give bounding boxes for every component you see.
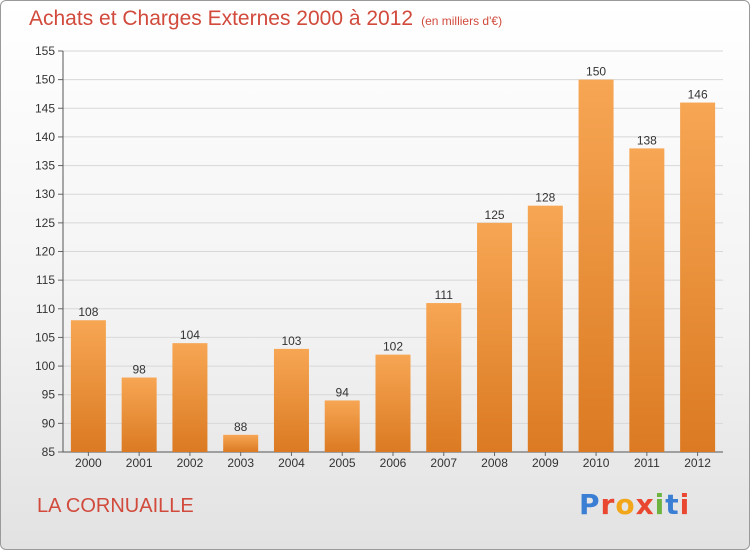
bar-2004 — [273, 348, 309, 452]
y-tick-label: 130 — [35, 187, 55, 201]
bar-2011 — [629, 148, 665, 452]
x-tick-label-2007: 2007 — [430, 456, 457, 470]
data-label-2009: 128 — [535, 191, 555, 205]
bar-2005 — [324, 400, 360, 452]
y-tick-label: 95 — [42, 388, 56, 402]
data-label-2001: 98 — [132, 363, 146, 377]
chart-subtitle: (en milliers d'€) — [421, 14, 503, 28]
x-tick-label-2011: 2011 — [634, 456, 660, 470]
logo-letter: x — [635, 488, 655, 521]
bar-2010 — [578, 79, 614, 453]
x-tick-label-2003: 2003 — [227, 456, 254, 470]
data-label-2005: 94 — [336, 385, 350, 399]
chart-title: Achats et Charges Externes 2000 à 2012 (e… — [29, 7, 502, 31]
bar-2006 — [375, 354, 411, 452]
data-label-2006: 102 — [383, 340, 403, 354]
bar-2007 — [426, 303, 462, 452]
y-tick-label: 135 — [35, 159, 55, 173]
x-tick-label-2000: 2000 — [75, 456, 102, 470]
x-tick-label-2008: 2008 — [481, 456, 508, 470]
proxiti-logo: Proxiti — [579, 488, 690, 521]
x-tick-label-2006: 2006 — [380, 456, 407, 470]
y-tick-label: 100 — [35, 359, 55, 373]
commune-name: LA CORNUAILLE — [37, 495, 194, 517]
y-tick-label: 115 — [36, 273, 55, 287]
bar-2002 — [172, 343, 208, 452]
bar-2012 — [680, 102, 716, 453]
data-label-2000: 108 — [78, 305, 98, 319]
y-tick-label: 150 — [35, 73, 55, 87]
chart-title-text: Achats et Charges Externes 2000 à 2012 — [29, 7, 414, 30]
data-label-2011: 138 — [637, 133, 657, 147]
x-tick-label-2012: 2012 — [684, 456, 711, 470]
y-tick-label: 105 — [35, 330, 55, 344]
y-tick-label: 120 — [35, 245, 55, 259]
logo-letter: t — [665, 488, 680, 521]
bar-2000 — [70, 320, 106, 452]
x-tick-label-2002: 2002 — [177, 456, 204, 470]
x-tick-label-2009: 2009 — [532, 456, 559, 470]
logo-letter: r — [600, 488, 616, 521]
data-label-2002: 104 — [180, 328, 200, 342]
bar-2003 — [223, 434, 259, 452]
x-tick-label-2001: 2001 — [126, 456, 153, 470]
data-label-2004: 103 — [281, 334, 301, 348]
logo-letter: i — [679, 488, 691, 521]
logo-letter: P — [579, 488, 601, 521]
logo-letter: i — [654, 488, 666, 521]
logo-letter: o — [615, 488, 636, 521]
y-tick-label: 85 — [42, 445, 56, 459]
x-tick-label-2010: 2010 — [583, 456, 610, 470]
y-tick-label: 110 — [36, 302, 55, 316]
data-label-2010: 150 — [586, 65, 606, 79]
data-label-2003: 88 — [234, 420, 248, 434]
y-tick-label: 125 — [35, 216, 55, 230]
x-tick-label-2005: 2005 — [329, 456, 356, 470]
bar-2001 — [121, 377, 157, 452]
y-tick-label: 155 — [35, 44, 55, 58]
y-tick-label: 90 — [42, 416, 56, 430]
x-tick-label-2004: 2004 — [278, 456, 305, 470]
bar-2008 — [477, 222, 513, 452]
data-label-2008: 125 — [485, 208, 505, 222]
y-tick-label: 140 — [35, 130, 55, 144]
data-label-2007: 111 — [435, 288, 454, 302]
data-label-2012: 146 — [688, 88, 708, 102]
bar-2009 — [527, 205, 563, 452]
y-tick-label: 145 — [35, 101, 55, 115]
